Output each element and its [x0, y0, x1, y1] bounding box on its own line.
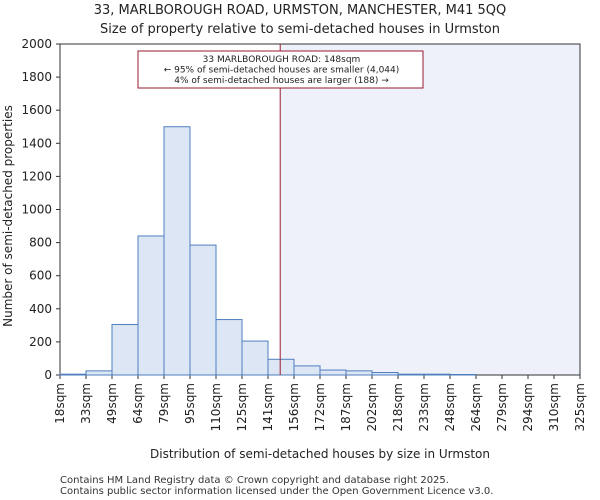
footer-copyright: Contains HM Land Registry data © Crown c…	[60, 475, 449, 486]
x-axis-label: Distribution of semi-detached houses by …	[150, 447, 490, 461]
histogram-bar	[163, 126, 191, 376]
histogram-bar	[397, 373, 425, 376]
x-tick-label: 18sqm	[53, 383, 67, 424]
chart-subtitle: Size of property relative to semi-detach…	[100, 22, 500, 37]
histogram-bar	[137, 235, 165, 376]
x-tick-label: 279sqm	[495, 383, 509, 431]
x-tick-label: 310sqm	[547, 383, 561, 431]
y-tick-label: 1600	[21, 103, 52, 117]
histogram-bar	[423, 373, 451, 376]
histogram-bar	[59, 373, 87, 376]
x-tick-label: 202sqm	[365, 383, 379, 431]
histogram-bar	[85, 370, 113, 376]
x-tick-label: 49sqm	[105, 383, 119, 424]
y-tick-label: 1000	[21, 203, 52, 217]
x-tick-label: 325sqm	[573, 383, 587, 431]
y-tick-label: 2000	[21, 37, 52, 51]
histogram-bar	[319, 369, 347, 376]
x-tick-label: 156sqm	[287, 383, 301, 431]
x-tick-label: 125sqm	[235, 383, 249, 431]
histogram-bar	[267, 358, 295, 376]
y-tick-label: 1200	[21, 169, 52, 183]
histogram-bar	[293, 365, 321, 376]
annotation-larger-text: 4% of semi-detached houses are larger (1…	[174, 76, 389, 86]
x-tick-label: 64sqm	[131, 383, 145, 424]
x-tick-label: 33sqm	[79, 383, 93, 424]
x-tick-label: 248sqm	[443, 383, 457, 431]
x-tick-label: 294sqm	[521, 383, 535, 431]
x-tick-label: 218sqm	[391, 383, 405, 431]
x-tick-label: 187sqm	[339, 383, 353, 431]
histogram-bar	[345, 370, 373, 376]
y-tick-label: 800	[29, 236, 52, 250]
x-tick-label: 95sqm	[183, 383, 197, 424]
x-tick-label: 141sqm	[261, 383, 275, 431]
y-tick-label: 0	[44, 368, 52, 382]
x-tick-label: 233sqm	[417, 383, 431, 431]
histogram-bar	[241, 340, 269, 376]
larger-region-highlight	[280, 44, 580, 375]
footer-licence: Contains public sector information licen…	[60, 486, 494, 497]
y-tick-label: 1800	[21, 70, 52, 84]
x-tick-label: 110sqm	[209, 383, 223, 431]
histogram-bar	[189, 244, 217, 376]
histogram-bar	[215, 319, 243, 376]
histogram-bar	[371, 372, 399, 376]
chart-title: 33, MARLBOROUGH ROAD, URMSTON, MANCHESTE…	[93, 3, 507, 18]
y-axis-label: Number of semi-detached properties	[1, 105, 15, 327]
y-tick-label: 200	[29, 335, 52, 349]
y-tick-label: 1400	[21, 136, 52, 150]
x-tick-label: 172sqm	[313, 383, 327, 431]
histogram-bar	[111, 324, 139, 376]
annotation-smaller-text: ← 95% of semi-detached houses are smalle…	[164, 66, 400, 76]
annotation-box	[137, 50, 424, 89]
annotation-title: 33 MARLBOROUGH ROAD: 148sqm	[203, 55, 361, 65]
x-tick-label: 264sqm	[469, 383, 483, 431]
y-tick-label: 600	[29, 269, 52, 283]
x-tick-label: 79sqm	[157, 383, 171, 424]
y-tick-label: 400	[29, 302, 52, 316]
